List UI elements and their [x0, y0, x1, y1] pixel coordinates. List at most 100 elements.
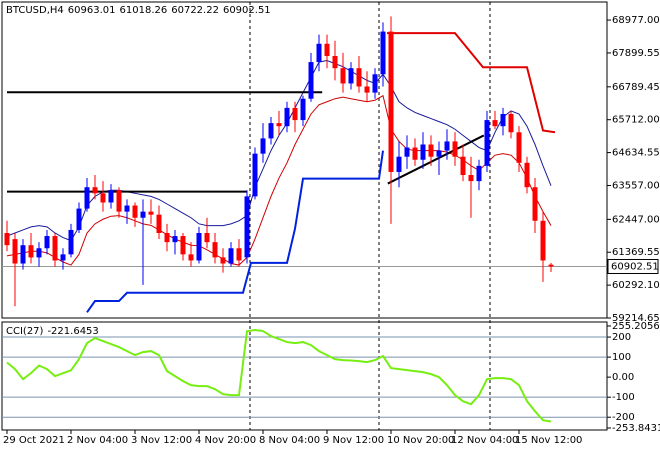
candle-body: [508, 113, 514, 133]
x-tick-label: 15 Nov 12:00: [515, 435, 582, 446]
y-tick-label: 200: [612, 332, 631, 343]
y-tick-label: 59214.65: [612, 313, 660, 324]
candle-body: [204, 232, 210, 243]
candle-body: [20, 245, 26, 264]
candle-body: [292, 107, 298, 121]
candle-body: [284, 107, 290, 127]
candle-body: [164, 232, 170, 243]
candle-body: [468, 175, 474, 182]
y-tick-label: -253.8431: [612, 423, 660, 434]
overlay-line: [387, 134, 485, 185]
y-tick-label: 60292.10: [612, 280, 660, 291]
candle-body: [268, 123, 274, 139]
candle-body: [244, 196, 250, 258]
main-panel: [1, 1, 608, 319]
candle-body: [172, 236, 178, 243]
candle-body: [116, 190, 122, 212]
candle-body: [252, 153, 258, 197]
candle-body: [92, 187, 98, 194]
indicator-value: -221.6453: [47, 326, 98, 337]
candle-body: [412, 147, 418, 160]
candle-body: [524, 162, 530, 188]
chart-title: BTCUSD,H4 60963.01 61018.26 60722.22 60902.5…: [6, 5, 271, 16]
candle-body: [428, 144, 434, 157]
overlay-line: [387, 32, 556, 134]
candle-body: [76, 208, 82, 230]
x-tick-label: 29 Oct 2021: [3, 435, 65, 446]
symbol: BTCUSD,H4: [6, 5, 64, 16]
candle-body: [396, 156, 402, 172]
candle-body: [196, 232, 202, 261]
candle-body: [452, 141, 458, 157]
candle-body: [44, 236, 50, 249]
y-tick-label: 100: [612, 352, 631, 363]
y-tick-label: 66789.45: [612, 82, 660, 93]
candle-body: [364, 86, 370, 93]
candle-body: [228, 248, 234, 264]
candle-body: [492, 120, 498, 127]
candle-body: [132, 205, 138, 218]
candle-body: [148, 211, 154, 215]
candle-body: [540, 220, 546, 261]
candle-body: [372, 74, 378, 93]
candle-body: [12, 239, 18, 264]
candle-body: [532, 187, 538, 221]
x-tick-label: 3 Nov 12:00: [131, 435, 192, 446]
y-tick-label: 64634.55: [612, 148, 660, 159]
candle-body: [356, 68, 362, 87]
low-value: 60722.22: [171, 5, 219, 16]
candle-body: [380, 31, 386, 75]
indicator-name: CCI(27): [6, 326, 44, 337]
candle-body: [316, 43, 322, 63]
candle-body: [348, 68, 354, 84]
price-tag: 60902.51: [611, 261, 659, 272]
candle-body: [52, 236, 58, 261]
indicator-line: [6, 329, 552, 423]
indicator-label: CCI(27) -221.6453: [6, 326, 99, 337]
candle-body: [300, 98, 306, 121]
candle-body: [236, 248, 242, 261]
x-tick-label: 8 Nov 04:00: [259, 435, 320, 446]
candle-body: [548, 264, 554, 267]
candle-body: [340, 68, 346, 84]
indicator-panel: [1, 321, 608, 431]
candle-body: [260, 138, 266, 154]
y-tick-label: 62447.00: [612, 214, 660, 225]
y-tick-label: 67899.55: [612, 48, 660, 59]
candle-body: [404, 147, 410, 157]
y-tick-label: -100: [612, 392, 635, 403]
x-tick-label: 4 Nov 20:00: [195, 435, 256, 446]
candle-body: [516, 132, 522, 163]
x-tick-label: 12 Nov 04:00: [451, 435, 518, 446]
close-value: 60902.51: [223, 5, 271, 16]
candle-body: [68, 229, 74, 255]
candle-body: [388, 31, 394, 172]
overlay-line: [86, 150, 384, 313]
y-tick-label: -200: [612, 412, 635, 423]
y-tick-label: 0.00: [612, 372, 634, 383]
y-tick-label: 61369.55: [612, 247, 660, 258]
candle-body: [484, 120, 490, 166]
candle-body: [188, 254, 194, 261]
candle-body: [140, 211, 146, 218]
candle-body: [156, 214, 162, 233]
candle-body: [36, 248, 42, 258]
candle-body: [324, 43, 330, 56]
candle-body: [476, 165, 482, 182]
candle-body: [500, 113, 506, 127]
candle-body: [212, 242, 218, 258]
candle-body: [276, 123, 282, 127]
candle-body: [180, 236, 186, 255]
y-tick-label: 68977.00: [612, 15, 660, 26]
candle-body: [420, 144, 426, 160]
overlay-line: [6, 60, 552, 242]
candle-body: [444, 141, 450, 151]
candle-body: [220, 257, 226, 264]
candle-body: [124, 205, 130, 212]
candle-body: [332, 55, 338, 69]
x-tick-label: 2 Nov 04:00: [67, 435, 128, 446]
candle-body: [108, 190, 114, 203]
open-value: 60963.01: [68, 5, 116, 16]
candle-body: [100, 193, 106, 203]
